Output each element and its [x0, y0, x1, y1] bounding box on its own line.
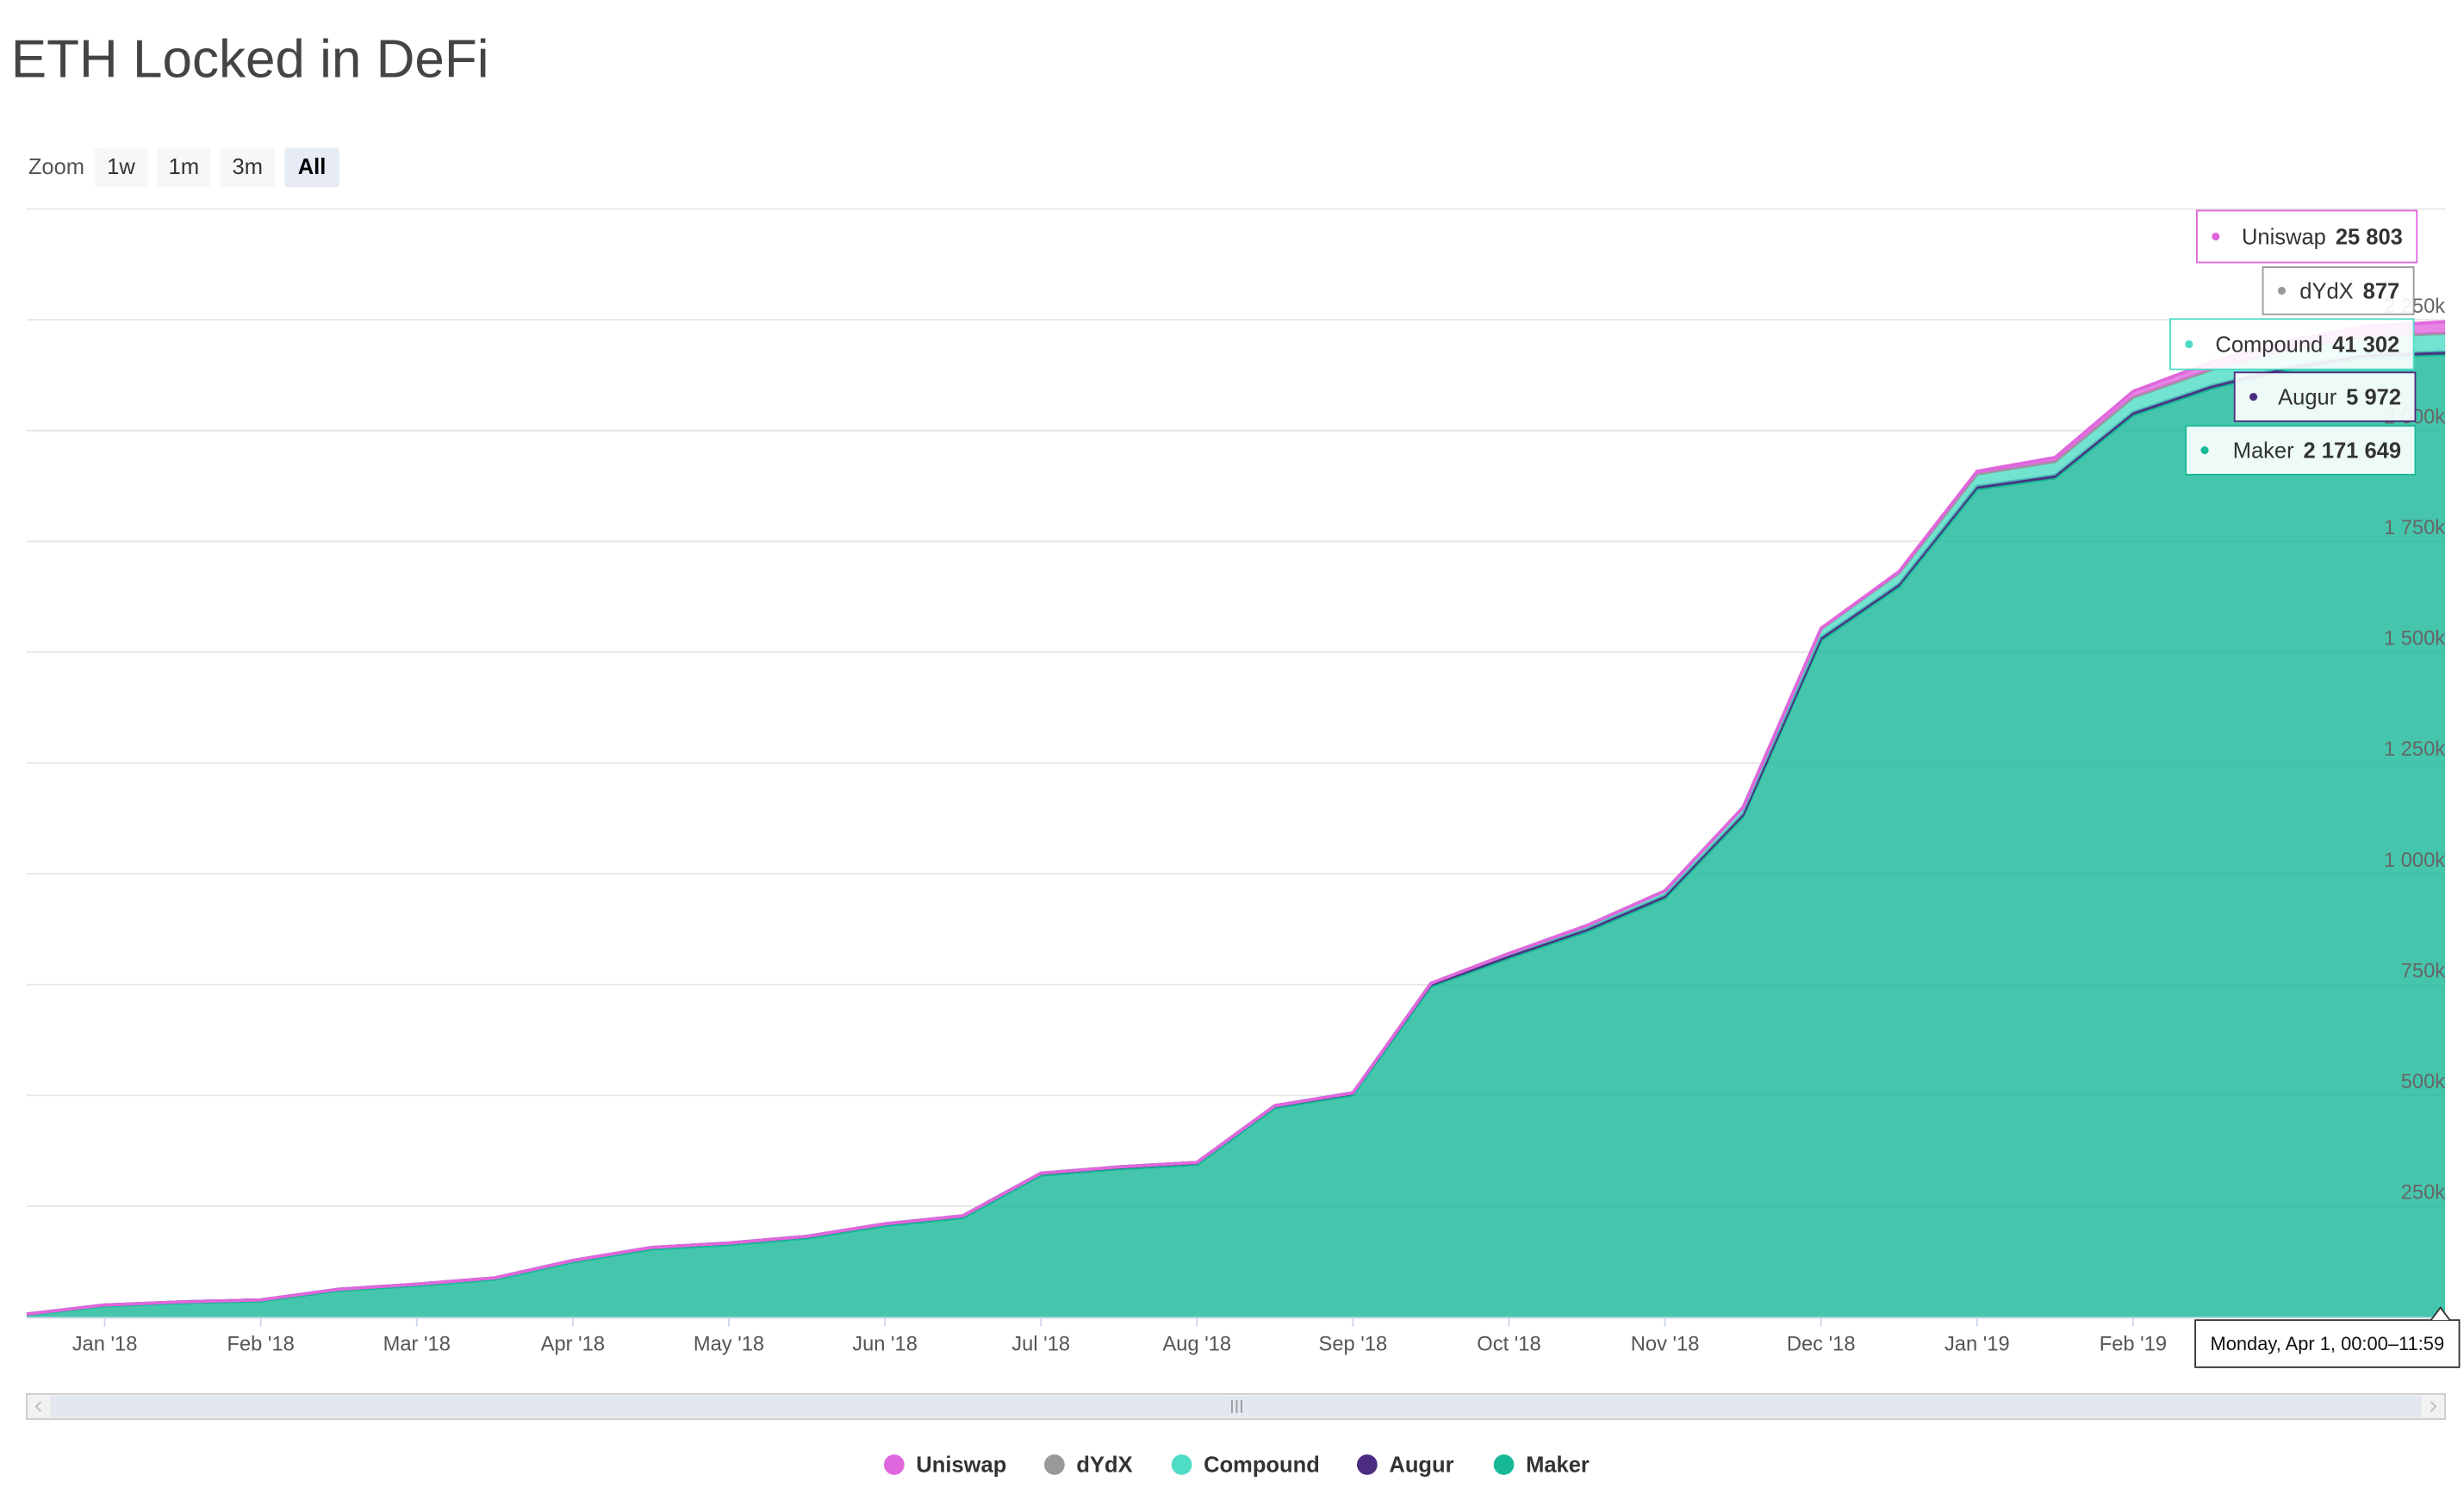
tooltip: Maker 2 171 649 [2185, 425, 2417, 476]
tooltip-box [2233, 371, 2417, 422]
tooltip-value: 2 171 649 [2304, 439, 2402, 463]
tooltip-dot [2277, 286, 2286, 296]
x-tick-label: Aug '18 [1162, 1334, 1231, 1356]
zoom-button-label[interactable]: All [298, 155, 327, 179]
zoom-button-label[interactable]: 1w [107, 155, 135, 179]
tooltip-pointer [2430, 1306, 2451, 1321]
tooltip-text: Augur 5 972 [2278, 385, 2401, 409]
scrollbar-arrows[interactable] [34, 1401, 2437, 1412]
tooltip-dot [2212, 232, 2220, 241]
legend-symbol[interactable] [1357, 1454, 1378, 1475]
zoom-label: Zoom [28, 155, 84, 179]
legend-label[interactable]: Compound [1204, 1454, 1320, 1478]
x-tick-label: Feb '19 [2100, 1334, 2167, 1356]
tooltip-name: Augur [2278, 385, 2337, 409]
tooltip: Augur 5 972 [2233, 371, 2417, 422]
x-tick-label: Jun '18 [852, 1334, 918, 1356]
x-tick-label: Nov '18 [1631, 1334, 1700, 1356]
x-tick-label: Jul '18 [1011, 1334, 1070, 1356]
tooltip-value: 5 972 [2346, 385, 2401, 409]
tooltip-value: 41 302 [2332, 333, 2399, 357]
tooltip: Compound 41 302 [2169, 318, 2415, 370]
y-tick-label: 1 250k [2384, 738, 2445, 761]
tooltip-box [2169, 318, 2415, 370]
tooltip-value: 25 803 [2336, 225, 2403, 249]
tooltip-text: Uniswap 25 803 [2242, 225, 2403, 249]
area [27, 354, 2446, 1317]
tooltip: dYdX 877 [2262, 266, 2415, 315]
tooltip: Uniswap 25 803 [2196, 209, 2418, 264]
tooltip-date-box [2194, 1319, 2461, 1368]
tooltip-text: dYdX 877 [2299, 279, 2399, 303]
y-tick-label: 1 000k [2384, 850, 2445, 872]
legend: Uniswap dYdX Compound Augur Maker [883, 1454, 1590, 1478]
tooltip-name: dYdX [2299, 279, 2353, 303]
tooltip-text: Maker 2 171 649 [2233, 439, 2401, 463]
legend-label[interactable]: Maker [1526, 1454, 1590, 1478]
navigator[interactable] [26, 1392, 2447, 1420]
x-tick-label: Mar '18 [383, 1334, 451, 1356]
zoom-button[interactable] [157, 147, 211, 188]
tooltip-dot [2185, 339, 2193, 349]
tooltip-name: Compound [2215, 333, 2323, 357]
legend-label[interactable]: dYdX [1076, 1454, 1132, 1478]
tooltip-dot [2200, 446, 2209, 455]
x-labels: Jan '18 Feb '18 Mar '18 Apr '18 May '18 Jun '… [72, 1317, 2167, 1356]
tooltip-box [2196, 209, 2418, 264]
chart-title: ETH Locked in DeFi [11, 29, 489, 89]
zoom-button-label[interactable]: 1m [169, 155, 199, 179]
x-tick-label: Apr '18 [541, 1334, 605, 1356]
area-line [26, 320, 2446, 1316]
legend-label[interactable]: Uniswap [916, 1454, 1006, 1478]
tooltip-name: Uniswap [2242, 225, 2326, 249]
x-tick-label: May '18 [694, 1334, 764, 1356]
y-tick-label: 500k [2401, 1071, 2446, 1093]
y-tick-label: 250k [2401, 1182, 2446, 1205]
legend-symbol[interactable] [1493, 1454, 1515, 1475]
x-tick-label: Oct '18 [1477, 1334, 1540, 1356]
x-tick-label: Jan '18 [72, 1334, 138, 1356]
tooltips: Uniswap 25 803 dYdX 877 Compound 41 302 Augur 5… [2169, 209, 2461, 1368]
scrollbar-grip [1231, 1400, 1242, 1413]
legend-symbol[interactable] [883, 1454, 905, 1475]
legend-symbol[interactable] [1171, 1454, 1192, 1475]
x-tick-label: Sep '18 [1319, 1334, 1388, 1356]
tooltip-text: Compound 41 302 [2215, 333, 2399, 357]
tooltip-name: Maker [2233, 439, 2294, 463]
tooltip-box [2185, 425, 2417, 476]
zoom-button[interactable] [284, 147, 339, 188]
zoom-button-label[interactable]: 3m [233, 155, 263, 179]
tooltip-box [2262, 266, 2415, 315]
legend-symbol[interactable] [1044, 1454, 1065, 1475]
tooltip-date: Monday, Apr 1, 00:00–11:59 [2211, 1333, 2445, 1354]
tooltip-value: 877 [2363, 279, 2400, 303]
zoom-button[interactable] [220, 147, 276, 188]
tooltip-dot [2249, 393, 2258, 402]
y-tick-label: 1 750k [2384, 517, 2445, 539]
zoom-button[interactable] [94, 147, 148, 188]
x-tick-label: Dec '18 [1787, 1334, 1856, 1356]
x-tick-label: Jan '19 [1944, 1334, 2010, 1356]
areas [26, 320, 2446, 1317]
scrollbar-thumb[interactable] [50, 1395, 2422, 1418]
zoom-buttons: 1w 1m 3m All [94, 147, 339, 188]
y-tick-label: 750k [2401, 960, 2446, 982]
y-tick-label: 1 500k [2384, 628, 2445, 651]
x-tick-label: Feb '18 [227, 1334, 294, 1356]
legend-label[interactable]: Augur [1389, 1454, 1453, 1478]
